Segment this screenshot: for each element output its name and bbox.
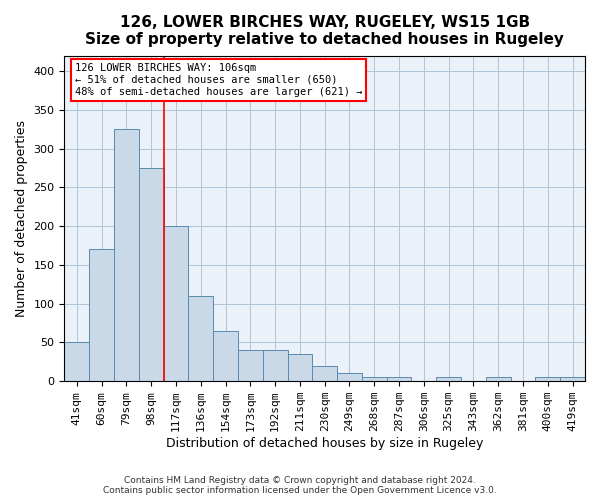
Bar bbox=[64, 342, 89, 381]
Bar bbox=[313, 366, 337, 381]
X-axis label: Distribution of detached houses by size in Rugeley: Distribution of detached houses by size … bbox=[166, 437, 484, 450]
Text: Contains HM Land Registry data © Crown copyright and database right 2024.
Contai: Contains HM Land Registry data © Crown c… bbox=[103, 476, 497, 495]
Bar bbox=[238, 350, 263, 381]
Bar bbox=[436, 378, 461, 381]
Bar bbox=[287, 354, 313, 381]
Bar bbox=[535, 378, 560, 381]
Bar bbox=[188, 296, 213, 381]
Y-axis label: Number of detached properties: Number of detached properties bbox=[15, 120, 28, 317]
Bar bbox=[213, 331, 238, 381]
Bar bbox=[337, 374, 362, 381]
Bar bbox=[139, 168, 164, 381]
Bar bbox=[362, 378, 386, 381]
Title: 126, LOWER BIRCHES WAY, RUGELEY, WS15 1GB
Size of property relative to detached : 126, LOWER BIRCHES WAY, RUGELEY, WS15 1G… bbox=[85, 15, 564, 48]
Bar bbox=[386, 378, 412, 381]
Bar bbox=[486, 378, 511, 381]
Text: 126 LOWER BIRCHES WAY: 106sqm
← 51% of detached houses are smaller (650)
48% of : 126 LOWER BIRCHES WAY: 106sqm ← 51% of d… bbox=[75, 64, 362, 96]
Bar bbox=[164, 226, 188, 381]
Bar bbox=[114, 129, 139, 381]
Bar bbox=[263, 350, 287, 381]
Bar bbox=[89, 250, 114, 381]
Bar bbox=[560, 378, 585, 381]
